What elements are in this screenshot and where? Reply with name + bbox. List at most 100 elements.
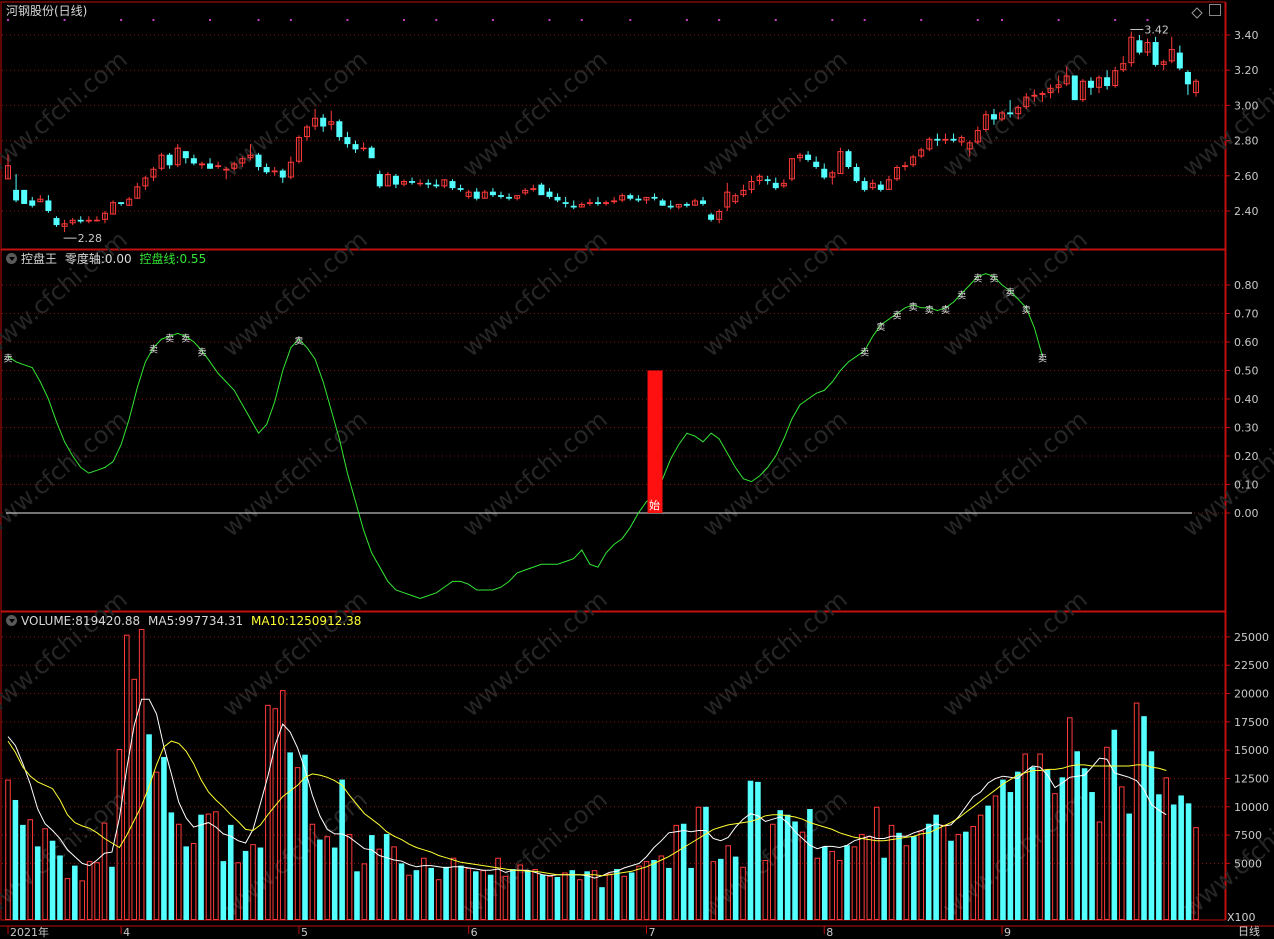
candle-body — [514, 195, 521, 199]
volume-bar — [747, 780, 754, 920]
volume-tick-label: 7500 — [1234, 829, 1262, 842]
candle-body — [29, 200, 36, 206]
volume-bar — [755, 781, 761, 920]
candle-body — [198, 163, 205, 166]
candle-body — [788, 158, 795, 180]
candle-body — [134, 186, 141, 199]
candle-body — [110, 202, 117, 215]
candle-body — [845, 151, 852, 167]
volume-tick-label: 10000 — [1234, 801, 1269, 814]
volume-bar — [443, 866, 449, 920]
candle-body — [651, 196, 658, 199]
candle-body — [166, 154, 173, 166]
volume-bar — [784, 814, 791, 920]
candle-body — [360, 147, 367, 150]
volume-bar — [1066, 717, 1073, 921]
volume-bar — [1015, 771, 1021, 920]
candle-body — [45, 200, 52, 211]
sell-marker: 卖 — [181, 333, 190, 344]
candle-body — [586, 202, 593, 204]
diamond-icon[interactable] — [1191, 4, 1203, 19]
volume-bar — [294, 767, 301, 920]
collapse-icon[interactable] — [6, 253, 17, 264]
volume-bar — [821, 846, 828, 920]
candle-body — [1128, 36, 1135, 64]
volume-value: 819420.88 — [75, 614, 141, 628]
candle-body — [667, 205, 674, 208]
volume-bar — [183, 846, 189, 920]
control-line-value: 0.55 — [179, 252, 207, 266]
volume-bar — [732, 856, 739, 920]
volume-bar — [985, 805, 991, 920]
event-marker — [920, 19, 923, 21]
signal-bar — [647, 370, 663, 513]
volume-bar — [576, 879, 583, 920]
volume-bar — [1141, 716, 1147, 920]
candle-body — [683, 203, 690, 206]
candle-body — [861, 181, 868, 190]
candle-body — [990, 114, 997, 120]
event-marker — [491, 19, 494, 21]
candle-body — [885, 179, 892, 190]
volume-bar — [398, 863, 405, 920]
volume-bar — [5, 779, 11, 921]
candle-body — [392, 175, 399, 185]
volume-bar — [101, 822, 108, 921]
collapse-icon[interactable] — [6, 615, 17, 626]
event-marker — [548, 19, 551, 21]
volume-bar — [339, 779, 345, 920]
volume-bar — [20, 824, 26, 920]
volume-bar — [762, 859, 769, 920]
volume-bar — [688, 867, 694, 920]
event-marker — [1114, 19, 1117, 21]
candle-body — [627, 195, 634, 199]
candle-body — [401, 181, 407, 185]
volume-bar — [1000, 779, 1006, 920]
candle-body — [829, 172, 836, 178]
candle-body — [780, 182, 787, 187]
volume-bar — [829, 850, 835, 920]
volume-bar — [42, 828, 48, 921]
volume-bar — [168, 812, 175, 920]
volume-bar — [606, 873, 613, 921]
event-marker — [435, 19, 438, 21]
volume-bar — [710, 861, 717, 921]
ma10-line — [7, 740, 1167, 877]
volume-bar — [911, 836, 917, 920]
x-tick-label: 8 — [826, 926, 833, 938]
candle-body — [441, 179, 448, 187]
candle-body — [53, 218, 60, 226]
sell-marker: 卖 — [1038, 353, 1047, 364]
volume-bar — [851, 846, 858, 920]
candle-body — [724, 191, 731, 208]
candle-body — [554, 196, 561, 201]
period-label[interactable]: 日线 — [1238, 925, 1260, 938]
candle-body — [877, 184, 884, 190]
candle-body — [902, 165, 909, 168]
sell-marker: 卖 — [1022, 305, 1031, 316]
volume-bar — [435, 879, 442, 920]
volume-bar — [34, 846, 41, 920]
volume-bar — [257, 847, 264, 920]
restore-icon[interactable] — [1209, 4, 1221, 16]
event-marker — [152, 19, 155, 21]
volume-bar — [881, 857, 887, 920]
sell-marker: 卖 — [973, 273, 982, 284]
candle-body — [13, 189, 20, 201]
sell-marker: 卖 — [909, 302, 918, 313]
event-marker — [1001, 19, 1004, 21]
volume-bar — [1052, 793, 1058, 920]
candle-body — [910, 156, 917, 166]
candle-body — [716, 211, 723, 220]
sell-marker: 卖 — [892, 311, 901, 322]
candle-body — [376, 174, 383, 187]
volume-bar — [198, 814, 204, 920]
sell-marker: 卖 — [165, 333, 174, 344]
volume-bar — [1022, 753, 1029, 921]
volume-bar — [859, 833, 865, 920]
sell-marker: 卖 — [149, 345, 158, 356]
candle-body — [966, 142, 973, 150]
candle-body — [1120, 63, 1127, 71]
volume-bar — [725, 845, 732, 920]
